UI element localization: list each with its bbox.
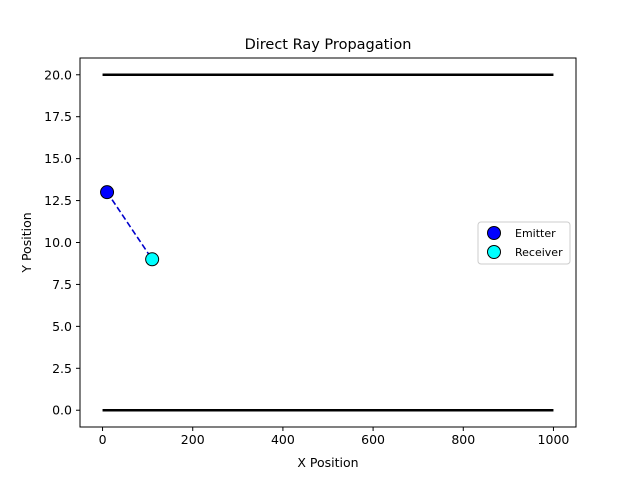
- ray-path-line: [106, 191, 153, 260]
- x-tick-label: 600: [361, 432, 385, 447]
- y-tick-label: 0.0: [52, 403, 72, 418]
- x-tick-label: 1000: [538, 432, 570, 447]
- x-axis-ticks: 0 200 400 600 800 1000: [99, 427, 570, 447]
- y-tick-label: 17.5: [44, 109, 72, 124]
- y-tick-label: 2.5: [52, 361, 72, 376]
- x-tick-label: 200: [181, 432, 205, 447]
- y-tick-label: 20.0: [44, 67, 72, 82]
- legend-marker-emitter: [487, 226, 501, 240]
- chart-title: Direct Ray Propagation: [245, 37, 412, 53]
- x-tick-label: 400: [271, 432, 295, 447]
- x-tick-label: 0: [99, 432, 107, 447]
- x-axis-label: X Position: [297, 455, 358, 470]
- y-tick-label: 7.5: [52, 277, 72, 292]
- emitter-point: [100, 185, 115, 200]
- legend: Emitter Receiver: [477, 221, 571, 265]
- legend-box: [477, 221, 571, 265]
- y-tick-label: 12.5: [44, 193, 72, 208]
- y-tick-label: 10.0: [44, 235, 72, 250]
- x-tick-label: 800: [451, 432, 475, 447]
- plot-layer: [100, 73, 554, 412]
- y-tick-label: 5.0: [52, 319, 72, 334]
- y-axis-label: Y Position: [19, 212, 34, 273]
- legend-label-receiver: Receiver: [515, 246, 563, 259]
- receiver-point: [145, 252, 160, 267]
- y-tick-label: 15.0: [44, 151, 72, 166]
- y-axis-ticks: 0.0 2.5 5.0 7.5 10.0 12.5 15.0 17.5 20.0: [44, 67, 80, 418]
- legend-label-emitter: Emitter: [515, 227, 556, 240]
- legend-marker-receiver: [487, 245, 501, 259]
